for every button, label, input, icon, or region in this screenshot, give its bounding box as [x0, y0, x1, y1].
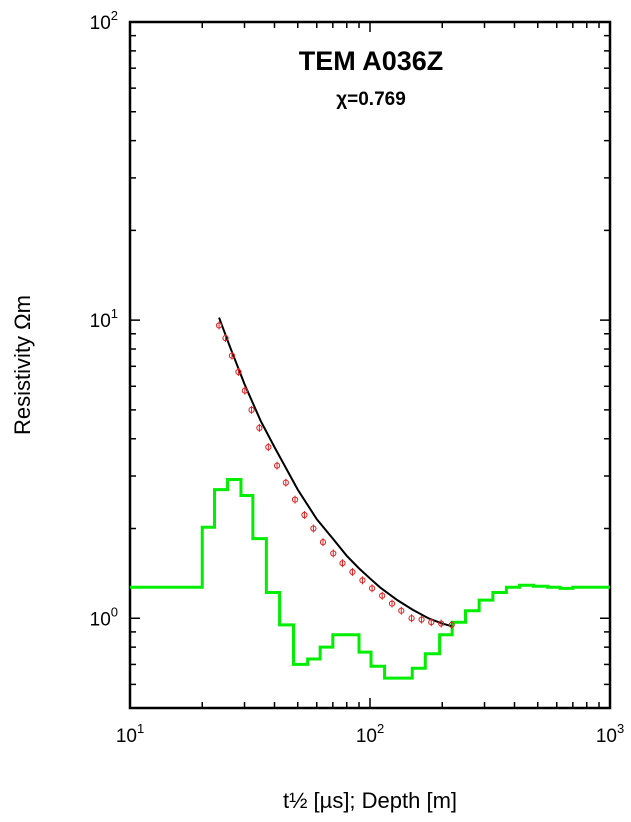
x-tick-label: 102: [356, 721, 384, 747]
observed-point: [301, 511, 308, 519]
fit-curve: [218, 317, 453, 628]
chart-title: TEM A036Z: [299, 46, 444, 76]
y-axis-label: Resistivity Ωm: [10, 295, 35, 435]
observed-point: [215, 322, 223, 329]
observed-point: [282, 479, 289, 486]
x-tick-label: 101: [116, 721, 144, 747]
series-layer: [130, 317, 610, 680]
observed-point: [222, 335, 229, 342]
observed-point: [256, 424, 263, 432]
observed-point: [438, 620, 445, 627]
observed-point: [319, 539, 327, 546]
observed-point: [235, 368, 242, 376]
y-tick-label: 101: [90, 306, 118, 332]
axis-labels: TEM A036Z χ=0.769 t½ [µs]; Depth [m] Res…: [10, 46, 457, 813]
observed-point: [448, 621, 455, 628]
observed-point: [291, 496, 299, 503]
chart-subtitle: χ=0.769: [336, 89, 406, 110]
observed-point: [379, 592, 386, 599]
observed-point: [418, 616, 425, 623]
observed-point: [398, 607, 405, 614]
x-tick-label: 103: [596, 721, 624, 747]
observed-point: [248, 406, 255, 413]
observed-point: [273, 462, 281, 469]
observed-point: [408, 615, 415, 622]
observed-point: [330, 550, 337, 557]
axis-ticks: 101 102 103 100 101 102: [90, 8, 625, 747]
observed-point: [359, 577, 366, 584]
observed-point: [368, 585, 376, 592]
observed-point: [349, 568, 356, 576]
observed-point: [310, 525, 317, 532]
observed-point: [228, 352, 236, 359]
observed-point: [428, 619, 435, 626]
observed-point: [339, 560, 346, 567]
x-axis-label: t½ [µs]; Depth [m]: [283, 788, 457, 813]
observed-point: [388, 600, 396, 607]
plot-area: [128, 20, 612, 710]
observed-point: [241, 387, 248, 394]
y-tick-label: 100: [90, 604, 118, 630]
plot-frame: [128, 20, 612, 710]
observed-point: [265, 444, 272, 451]
model-step-line: [130, 478, 610, 680]
y-tick-label: 102: [90, 8, 118, 34]
